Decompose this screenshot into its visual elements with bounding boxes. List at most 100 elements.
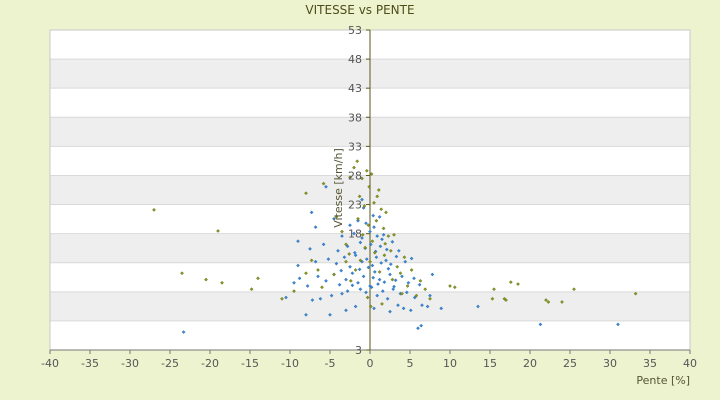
data-point-green [347,252,352,256]
data-point-green [321,181,326,186]
data-point-green [414,293,419,298]
y-tick-label: 43 [348,82,362,95]
x-tick-label: -20 [201,357,219,370]
data-point-blue [403,259,408,264]
data-point-green [398,271,403,276]
data-point-green [355,159,360,164]
data-point-green [381,226,386,231]
data-point-green [375,194,380,199]
data-point-blue [348,264,352,269]
data-point-blue [305,284,310,288]
data-point-blue [284,295,288,300]
data-point-green [388,248,393,253]
x-tick-label: -25 [161,357,179,370]
x-tick-label: -5 [325,357,336,370]
data-point-green [367,184,372,189]
data-point-green [546,300,551,304]
data-point-blue [352,250,357,255]
data-point-blue [375,293,380,298]
data-point-green [384,210,388,215]
data-point-blue [329,293,334,298]
data-point-blue [360,197,364,202]
data-point-blue [370,263,375,268]
axes [49,29,691,354]
data-point-blue [364,257,369,262]
data-point-green [380,302,384,306]
x-tick-label: 25 [563,357,577,370]
data-point-blue [375,234,380,238]
data-point-green [320,285,324,290]
data-point-green [423,287,428,292]
data-point-blue [412,295,417,300]
data-point-blue [420,303,424,308]
data-point-blue [344,308,348,313]
data-point-blue [401,306,406,311]
data-point-blue [393,278,398,283]
data-point-green [344,242,348,247]
data-point-green [633,291,638,296]
x-tick-label: 10 [443,357,457,370]
data-point-blue [353,253,358,258]
data-point-blue [391,287,396,292]
data-point-green [249,287,254,292]
data-point-blue [350,271,355,276]
data-point-green [369,172,374,176]
data-point-blue [385,296,390,301]
data-point-blue [404,290,409,295]
data-point-green [379,207,384,212]
data-point-green [360,176,364,181]
data-point-blue [377,214,382,219]
data-point-blue [408,308,413,313]
data-point-blue [384,258,388,263]
data-point-green [340,229,344,234]
x-tick-label: 5 [407,357,414,370]
data-point-blue [416,326,420,331]
data-point-blue [366,265,371,270]
data-point-green [516,282,520,286]
data-point-green [452,285,457,290]
data-point-green [357,194,362,199]
data-point-green [280,296,284,301]
data-point-green [344,259,348,264]
data-point-green [409,268,414,272]
data-point-blue [353,304,358,309]
data-point-green [352,165,356,170]
data-point-blue [388,272,392,277]
data-point-green [405,284,410,288]
data-point-blue [371,275,376,280]
data-point-blue [364,221,368,226]
data-point-green [572,287,576,292]
chart-title: VITESSE vs PENTE [305,3,414,17]
data-point-green [395,264,400,269]
data-point-blue [381,232,386,237]
data-point-blue [439,306,444,311]
x-tick-label: 40 [683,357,697,370]
data-point-green [353,268,358,272]
data-point-green [382,253,387,258]
data-point-blue [352,231,356,236]
y-tick-label: 38 [348,111,362,124]
data-point-green [364,168,369,173]
data-point-green [448,284,452,288]
data-point-green [372,250,377,255]
data-point-green [392,232,396,237]
data-point-blue [390,239,395,244]
data-point-blue [318,296,323,301]
data-point-green [292,289,296,294]
data-point-blue [372,270,377,274]
data-point-blue [409,256,414,261]
data-point-blue [400,274,404,279]
x-tick-label: -35 [81,357,99,370]
data-point-blue [360,236,364,240]
data-point-green [390,277,395,282]
data-point-green [348,175,352,180]
data-point-green [152,207,156,212]
data-point-blue [340,234,344,238]
data-point-green [386,234,391,238]
data-point-blue [296,263,300,268]
data-point-blue [388,262,393,267]
data-point-blue [358,240,363,245]
data-point-blue [376,282,380,286]
